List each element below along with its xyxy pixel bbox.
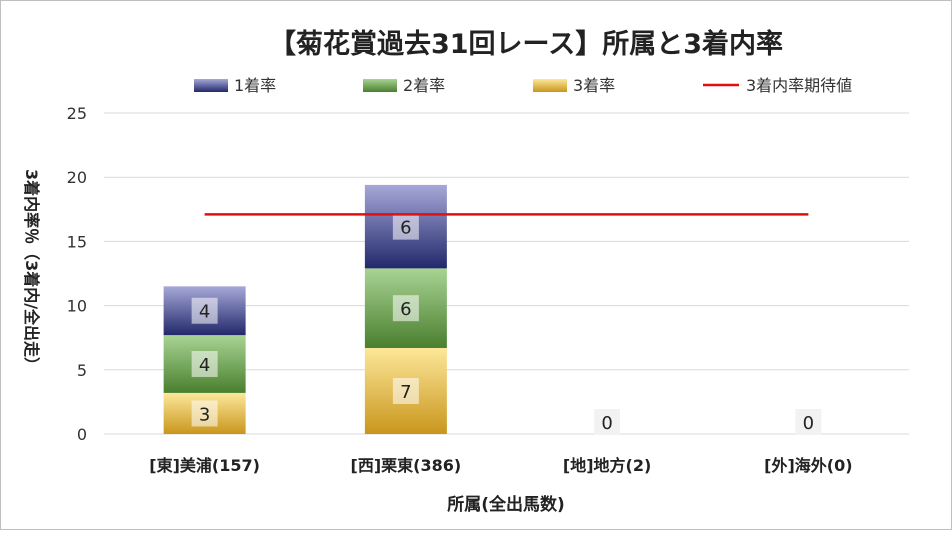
data-label: 4 — [199, 355, 210, 376]
zero-label-background — [795, 409, 822, 435]
x-tick-label: [東]美浦(157) — [149, 456, 260, 475]
y-axis-label: 3着内率％（3着内/全出走） — [22, 169, 41, 373]
x-axis-label: 所属(全出馬数) — [447, 494, 565, 515]
legend-label: 2着率 — [403, 76, 445, 95]
zero-label: 0 — [803, 413, 814, 434]
bars: 3 4 4 7 6 6 0 0 — [163, 184, 822, 435]
legend-swatch — [533, 79, 567, 92]
data-label: 6 — [400, 299, 411, 320]
data-label-background — [191, 351, 218, 378]
data-label: 6 — [400, 218, 411, 239]
y-tick-label: 5 — [77, 361, 87, 380]
x-tick-label: [西]栗東(386) — [351, 456, 462, 475]
y-tick-label: 20 — [67, 168, 87, 187]
data-label-background — [392, 213, 419, 240]
x-tick-label: [地]地方(2) — [563, 456, 651, 475]
zero-label: 0 — [601, 413, 612, 434]
legend-swatch — [363, 79, 397, 92]
y-tick-label: 15 — [67, 232, 87, 251]
legend-label: 1着率 — [234, 76, 276, 95]
y-tick-label: 25 — [67, 104, 87, 123]
y-tick-label: 0 — [77, 425, 87, 444]
x-tick-label: [外]海外(0) — [764, 456, 852, 475]
y-tick-label: 10 — [67, 297, 87, 316]
data-label-background — [392, 377, 419, 404]
x-axis-ticks: [東]美浦(157) [西]栗東(386) [地]地方(2) [外]海外(0) — [149, 456, 852, 475]
data-label: 3 — [199, 404, 210, 425]
data-label-background — [191, 297, 218, 324]
data-label-background — [191, 400, 218, 427]
legend: 1着率 2着率 3着率 3着内率期待値 — [194, 76, 852, 95]
chart-title: 【菊花賞過去31回レース】所属と3着内率 — [269, 28, 783, 60]
y-axis-ticks: 0 5 10 15 20 25 — [67, 104, 87, 444]
zero-label-background — [594, 409, 621, 435]
legend-label: 3着率 — [573, 76, 615, 95]
data-label: 4 — [199, 302, 210, 323]
legend-label: 3着内率期待値 — [746, 76, 852, 95]
data-label: 7 — [400, 382, 411, 403]
legend-swatch — [194, 79, 228, 92]
data-label-background — [392, 295, 419, 322]
